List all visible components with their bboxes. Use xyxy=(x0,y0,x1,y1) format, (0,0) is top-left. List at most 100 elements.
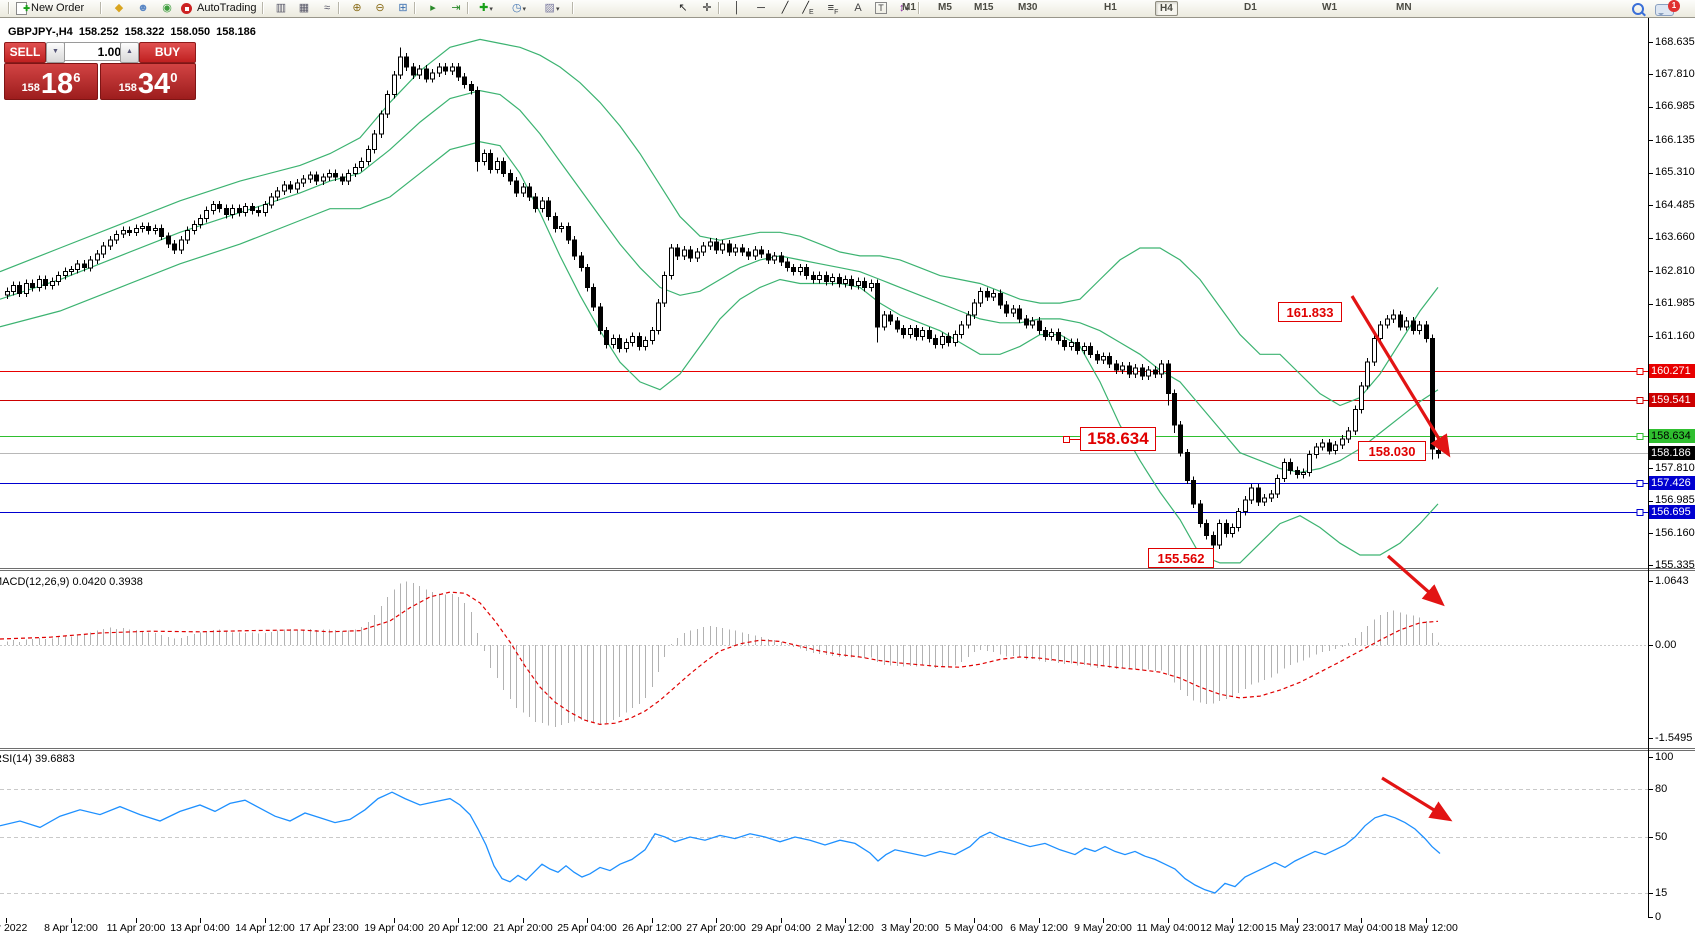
rsi-line xyxy=(0,791,1441,894)
signals-icon[interactable]: ◉ xyxy=(162,2,172,14)
toolbar-separator xyxy=(572,2,574,14)
rsi-axis-tick: 0 xyxy=(1655,910,1662,923)
price-axis-tick: 156.160 xyxy=(1655,526,1695,539)
time-axis-label: 20 Apr 12:00 xyxy=(428,922,488,934)
toolbar-separator xyxy=(100,2,102,14)
rsi-axis-tick: 50 xyxy=(1655,830,1668,843)
profile-icon[interactable]: ☻ xyxy=(137,2,149,14)
volume-up-stepper[interactable]: ▲ xyxy=(120,42,139,63)
candlestick-chart-icon[interactable]: ▦ xyxy=(298,2,310,14)
time-axis-label: 17 May 04:00 xyxy=(1329,922,1393,934)
trendline-icon[interactable]: ╱ xyxy=(781,2,789,14)
macd-axis-tick: 1.0643 xyxy=(1655,574,1689,587)
axis-ticks xyxy=(6,42,1653,923)
trend-arrow-rsi[interactable] xyxy=(1381,776,1453,822)
cursor-icon[interactable]: ↖ xyxy=(678,2,688,14)
toolbar-separator xyxy=(467,2,469,14)
chart-shift-icon[interactable]: ⇥ xyxy=(451,2,461,14)
zoom-in-icon[interactable]: ⊕ xyxy=(352,2,362,14)
price-level-badge: 160.271 xyxy=(1649,364,1695,379)
timeframe-button-h1[interactable]: H1 xyxy=(1104,2,1117,13)
text-label-icon[interactable]: T xyxy=(870,0,892,17)
price-annotation[interactable]: 161.833 xyxy=(1278,302,1342,322)
new-order-button[interactable]: New Order xyxy=(14,0,84,17)
price-axis-tick: 163.660 xyxy=(1655,231,1695,244)
toolbar-separator xyxy=(8,2,10,14)
volume-input[interactable] xyxy=(64,42,125,61)
tile-windows-icon[interactable]: ⊞ xyxy=(398,2,408,14)
search-icon[interactable] xyxy=(1632,3,1644,15)
timeframe-button-m1[interactable]: M1 xyxy=(902,2,916,13)
symbol-header: GBPJPY-,H4 158.252 158.322 158.050 158.186 xyxy=(8,26,262,38)
price-axis-tick: 165.310 xyxy=(1655,166,1695,179)
timeframe-button-m30[interactable]: M30 xyxy=(1018,2,1038,13)
price-axis-tick: 157.810 xyxy=(1655,461,1695,474)
timeframe-button-m5[interactable]: M5 xyxy=(938,2,952,13)
timeframe-button-h4[interactable]: H4 xyxy=(1155,1,1178,16)
price-annotation[interactable]: 158.634 xyxy=(1063,427,1156,451)
toolbar: New Order AutoTrading 1 ◆ ☻ ◉ ▥ ▦ ≈ ⊕ ⊖ ⊞ ▸ ⇥ ✚▾ ◷▾ ▨… xyxy=(0,0,1695,18)
macd-histogram xyxy=(7,581,1439,727)
zoom-out-icon[interactable]: ⊖ xyxy=(375,2,385,14)
timeframe-button-w1[interactable]: W1 xyxy=(1322,2,1337,13)
time-axis-label: 11 Apr 20:00 xyxy=(106,922,166,934)
crosshair-icon[interactable]: ✛ xyxy=(702,2,712,14)
price-level-badge: 158.634 xyxy=(1649,428,1695,443)
price-axis-tick: 156.985 xyxy=(1655,494,1695,507)
periods-icon[interactable]: ◷▾ xyxy=(511,2,527,14)
autotrading-icon xyxy=(181,3,192,14)
time-axis-label: 19 Apr 04:00 xyxy=(364,922,424,934)
time-axis-label: 3 May 20:00 xyxy=(881,922,939,934)
time-axis-label: 2 May 12:00 xyxy=(816,922,874,934)
autotrading-button[interactable]: AutoTrading xyxy=(180,0,257,17)
volume-down-stepper[interactable]: ▼ xyxy=(46,42,65,63)
trend-arrow-price[interactable] xyxy=(1350,295,1451,458)
buy-button[interactable]: BUY xyxy=(139,42,196,63)
price-annotation[interactable]: 155.562 xyxy=(1148,548,1214,568)
sell-price-figure: 158 xyxy=(21,82,40,94)
fibonacci-icon[interactable]: ≡F xyxy=(827,2,839,16)
auto-scroll-icon[interactable]: ▸ xyxy=(430,2,436,14)
time-axis-label: 27 Apr 20:00 xyxy=(686,922,746,934)
line-chart-icon[interactable]: ≈ xyxy=(323,2,331,14)
rsi-axis-tick: 100 xyxy=(1655,750,1674,763)
channel-icon[interactable]: ╱E xyxy=(802,2,814,16)
panel-borders xyxy=(0,0,1695,918)
time-axis-label: 9 May 20:00 xyxy=(1074,922,1132,934)
price-annotation[interactable]: 158.030 xyxy=(1358,441,1426,461)
new-order-icon xyxy=(16,1,30,17)
timeframe-button-mn[interactable]: MN xyxy=(1396,2,1412,13)
time-axis-label: 17 Apr 23:00 xyxy=(299,922,359,934)
text-icon[interactable]: A xyxy=(854,2,862,14)
market-icon[interactable]: ◆ xyxy=(114,2,124,14)
ohlc-high: 158.322 xyxy=(124,26,165,38)
bollinger-middle-band xyxy=(0,89,1439,474)
price-axis-tick: 155.335 xyxy=(1655,558,1695,571)
bar-chart-icon[interactable]: ▥ xyxy=(275,2,287,14)
horizontal-lines[interactable] xyxy=(0,368,1648,516)
buy-price-figure: 158 xyxy=(118,82,137,94)
notification-badge: 1 xyxy=(1668,0,1680,12)
macd-signal-line xyxy=(0,591,1439,726)
sell-button[interactable]: SELL xyxy=(4,42,46,63)
templates-icon[interactable]: ▨▾ xyxy=(544,2,560,14)
horizontal-line-icon[interactable]: ─ xyxy=(757,2,765,14)
time-axis-label: 11 May 04:00 xyxy=(1136,922,1200,934)
trend-arrow-macd[interactable] xyxy=(1386,554,1445,607)
sell-price-point: 6 xyxy=(73,70,81,85)
sell-price-box[interactable]: 158 18 6 xyxy=(4,63,98,100)
price-level-badge: 156.695 xyxy=(1649,504,1695,519)
toolbar-separator xyxy=(718,2,720,14)
macd-axis-tick: 0.00 xyxy=(1655,638,1677,651)
buy-price-box[interactable]: 158 34 0 xyxy=(100,63,196,100)
timeframe-button-d1[interactable]: D1 xyxy=(1244,2,1257,13)
rsi-indicator-label: RSI(14) 39.6883 xyxy=(0,753,75,765)
arrows-icon[interactable]: ↕▾ xyxy=(898,2,909,14)
indicators-icon[interactable]: ✚▾ xyxy=(479,2,493,14)
ohlc-low: 158.050 xyxy=(170,26,211,38)
time-axis-label: 6 May 12:00 xyxy=(1010,922,1068,934)
price-level-badge: 159.541 xyxy=(1649,392,1695,407)
vertical-line-icon[interactable]: │ xyxy=(733,2,741,14)
timeframe-button-m15[interactable]: M15 xyxy=(974,2,994,13)
